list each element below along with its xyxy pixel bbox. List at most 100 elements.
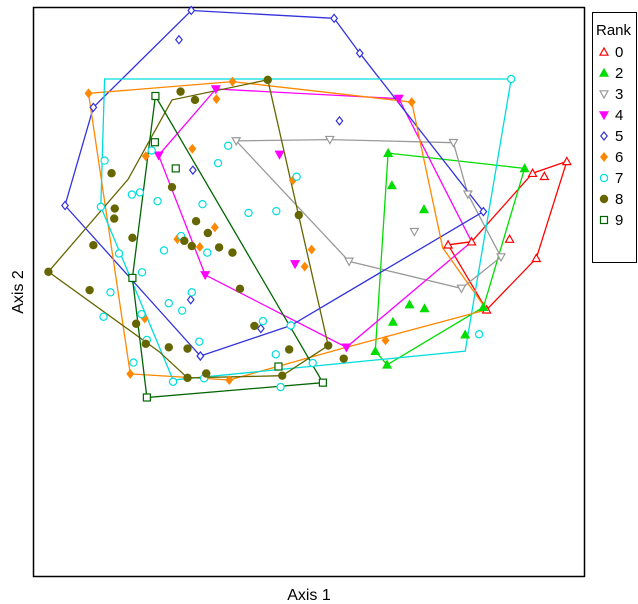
point-rank-8 (131, 319, 141, 328)
point-rank-8 (187, 241, 196, 251)
plot-frame (32, 6, 586, 578)
point-rank-2 (387, 316, 398, 326)
point-rank-9 (318, 378, 327, 387)
point-rank-8 (110, 204, 119, 213)
point-rank-9 (151, 91, 160, 101)
point-rank-0 (527, 167, 538, 178)
legend-label-rank-2: 2 (615, 65, 623, 82)
point-rank-5 (174, 34, 183, 45)
point-layer (44, 5, 572, 402)
series-rank-2 (370, 147, 530, 369)
point-rank-6 (188, 143, 197, 154)
point-rank-4 (153, 151, 164, 161)
point-rank-8 (110, 214, 119, 223)
point-rank-4 (274, 150, 285, 160)
point-rank-7 (127, 190, 137, 199)
point-rank-8 (141, 339, 150, 349)
point-rank-8 (250, 321, 259, 331)
point-rank-5 (330, 13, 339, 24)
legend-marker-rank-2 (598, 67, 610, 77)
point-rank-3 (462, 190, 473, 200)
legend-marker-rank-4 (598, 111, 610, 121)
point-rank-8 (235, 284, 245, 294)
point-rank-8 (339, 354, 348, 363)
point-rank-9 (171, 164, 180, 173)
legend-label-rank-5: 5 (615, 128, 623, 145)
point-rank-0 (466, 236, 477, 246)
point-rank-5 (61, 200, 69, 211)
point-rank-8 (278, 371, 287, 380)
series-rank-0 (443, 156, 572, 314)
legend-items: 0 2 3 4 5 6 7 8 9 (598, 44, 623, 229)
legend: Rank 0 2 3 4 5 6 7 8 9 (592, 12, 637, 263)
point-rank-7 (213, 158, 223, 168)
point-rank-7 (164, 299, 173, 308)
point-rank-8 (89, 241, 98, 250)
point-rank-8 (183, 344, 192, 353)
point-rank-6 (407, 97, 416, 108)
point-rank-6 (307, 244, 316, 255)
point-rank-5 (188, 165, 197, 176)
point-rank-7 (506, 74, 516, 84)
point-rank-3 (324, 135, 335, 145)
point-rank-7 (203, 248, 212, 257)
series-rank-9 (128, 91, 327, 402)
point-rank-3 (456, 284, 467, 294)
point-rank-8 (176, 87, 185, 96)
point-rank-3 (409, 227, 420, 237)
legend-title: Rank (596, 22, 632, 39)
legend-label-rank-6: 6 (615, 149, 623, 166)
legend-label-rank-4: 4 (615, 107, 623, 124)
point-rank-8 (107, 169, 116, 178)
point-rank-8 (191, 217, 201, 226)
point-rank-7 (99, 312, 108, 321)
legend-marker-rank-7 (599, 173, 609, 183)
point-rank-7 (244, 208, 253, 218)
point-rank-8 (214, 243, 224, 252)
point-rank-2 (418, 204, 430, 214)
point-rank-9 (142, 393, 151, 402)
point-rank-7 (135, 188, 145, 197)
point-rank-9 (128, 273, 137, 283)
legend-label-rank-3: 3 (615, 86, 623, 103)
point-rank-2 (370, 346, 381, 356)
point-rank-6 (381, 335, 390, 346)
series-rank-6 (84, 76, 416, 385)
point-rank-2 (419, 303, 430, 313)
point-rank-8 (263, 75, 272, 85)
point-rank-8 (44, 267, 53, 277)
point-rank-8 (202, 369, 211, 378)
point-rank-7 (286, 321, 295, 330)
point-rank-7 (258, 316, 268, 326)
point-rank-4 (341, 343, 352, 353)
point-rank-5 (256, 323, 265, 334)
point-rank-8 (183, 373, 192, 383)
y-axis-label: Axis 2 (10, 270, 27, 314)
hull-rank-3 (234, 138, 502, 290)
series-rank-7 (96, 74, 516, 392)
legend-label-rank-0: 0 (615, 44, 623, 61)
point-rank-6 (126, 368, 135, 379)
legend-marker-rank-9 (599, 215, 609, 225)
point-rank-8 (284, 345, 294, 354)
point-rank-7 (106, 288, 115, 297)
legend-marker-rank-3 (598, 90, 610, 100)
point-rank-6 (225, 375, 234, 385)
point-rank-5 (355, 48, 364, 59)
point-rank-3 (448, 138, 459, 148)
point-rank-6 (195, 241, 204, 252)
point-rank-9 (150, 138, 159, 147)
point-rank-7 (159, 246, 169, 255)
point-rank-6 (228, 76, 237, 87)
point-rank-7 (129, 358, 138, 367)
hull-rank-2 (374, 152, 526, 366)
point-rank-8 (164, 343, 173, 352)
point-rank-5 (186, 294, 195, 305)
point-rank-8 (128, 233, 137, 242)
point-rank-7 (198, 199, 207, 209)
point-rank-0 (443, 239, 454, 249)
point-rank-8 (190, 95, 200, 105)
point-rank-4 (210, 85, 221, 95)
point-rank-5 (89, 102, 98, 113)
point-rank-7 (272, 206, 281, 216)
